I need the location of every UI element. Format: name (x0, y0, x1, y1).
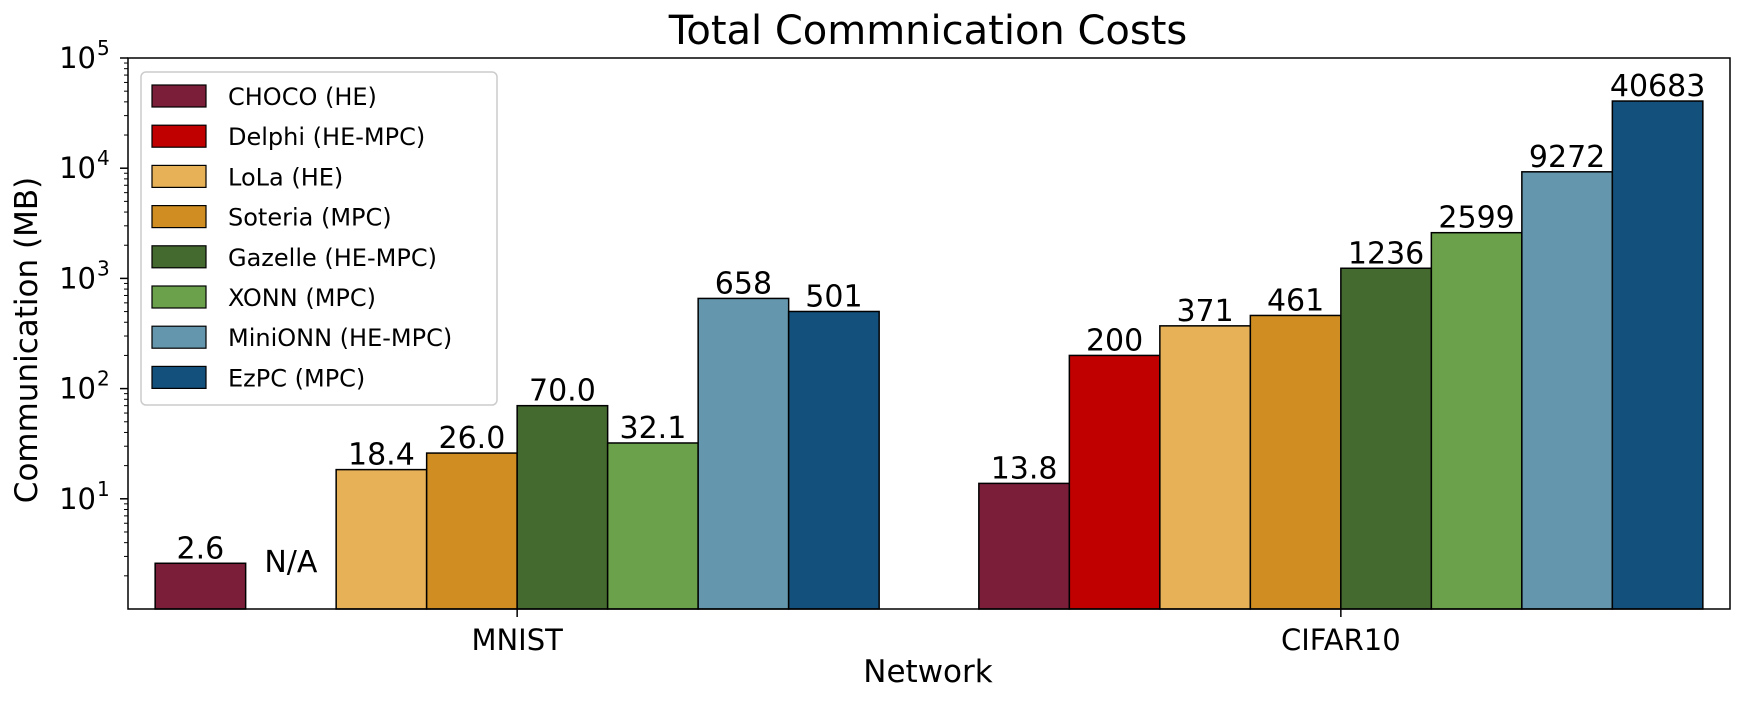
bar-cifar10-5 (1430, 231, 1523, 610)
legend-label: Soteria (MPC) (228, 204, 392, 232)
bar-mnist-3 (425, 452, 518, 610)
y-tick-label: 10 (59, 482, 96, 516)
x-ticks-layer: MNIST CIFAR10 (471, 609, 1401, 657)
x-tick-label: MNIST (471, 623, 563, 657)
data-label: 9272 (1529, 140, 1605, 175)
bars-layer (154, 100, 1704, 610)
bar-cifar10-7 (1611, 100, 1704, 610)
legend-swatch (151, 245, 207, 269)
data-label: 200 (1086, 323, 1143, 358)
data-label: 461 (1267, 283, 1324, 318)
y-tick-label: 10 (59, 41, 96, 75)
data-label: 18.4 (348, 438, 415, 473)
legend-swatch (151, 205, 207, 229)
legend-swatch (151, 285, 207, 309)
bar-cifar10-4 (1340, 267, 1433, 610)
legend-label: Delphi (HE-MPC) (228, 123, 425, 151)
legend-label: XONN (MPC) (228, 284, 376, 312)
y-axis-label: Communication (MB) (9, 177, 45, 503)
data-label: 32.1 (620, 411, 687, 446)
bar-cifar10-1 (1068, 354, 1161, 610)
legend-swatch (151, 164, 207, 188)
legend-label: Gazelle (HE-MPC) (228, 244, 437, 272)
data-labels-layer: 2.6 13.8 N/A 200 18.4 371 26.0 461 70.0 1236 32.1 2… (177, 69, 1706, 580)
legend: CHOCO (HE) Delphi (HE-MPC) LoLa (HE) Soteri… (140, 71, 498, 406)
data-label: 70.0 (529, 374, 596, 409)
y-tick-exponent: 1 (97, 477, 110, 501)
bar-mnist-2 (335, 468, 428, 610)
bar-mnist-7 (787, 310, 880, 610)
legend-label: CHOCO (HE) (228, 83, 377, 111)
y-tick-exponent: 5 (97, 36, 110, 60)
x-axis-label: Network (863, 654, 992, 690)
bar-mnist-6 (697, 297, 790, 610)
data-label: 658 (715, 266, 772, 301)
legend-label: MiniONN (HE-MPC) (228, 324, 452, 352)
data-label: 1236 (1348, 236, 1424, 271)
y-tick-label: 10 (59, 261, 96, 295)
bar-cifar10-0 (978, 482, 1071, 610)
bar-mnist-0 (154, 562, 247, 610)
data-label: 2.6 (177, 531, 225, 566)
legend-swatch (151, 84, 207, 108)
data-label: 501 (805, 279, 862, 314)
legend-swatch (151, 325, 207, 349)
bar-mnist-4 (516, 404, 609, 610)
data-label: 13.8 (991, 451, 1058, 486)
x-tick-label: CIFAR10 (1281, 623, 1401, 657)
y-tick-label: 10 (59, 372, 96, 406)
data-label: 40683 (1610, 69, 1705, 104)
bar-mnist-5 (606, 442, 699, 610)
y-tick-exponent: 2 (97, 367, 110, 391)
legend-label: EzPC (MPC) (228, 364, 365, 392)
y-tick-exponent: 4 (97, 146, 110, 170)
data-label: 371 (1176, 294, 1233, 329)
data-label: 2599 (1438, 201, 1514, 236)
y-tick-label: 10 (59, 151, 96, 185)
legend-label: LoLa (HE) (228, 163, 343, 191)
legend-swatch (151, 365, 207, 389)
data-label: 26.0 (439, 421, 506, 456)
chart-title: Total Commnication Costs (668, 8, 1188, 54)
y-tick-exponent: 3 (97, 256, 110, 280)
legend-frame (140, 71, 498, 406)
legend-swatch (151, 124, 207, 148)
plot-frame (127, 57, 1731, 610)
bar-cifar10-3 (1249, 314, 1342, 610)
bar-cifar10-2 (1159, 325, 1252, 610)
data-label-na: N/A (264, 545, 318, 580)
bar-cifar10-6 (1521, 171, 1614, 610)
